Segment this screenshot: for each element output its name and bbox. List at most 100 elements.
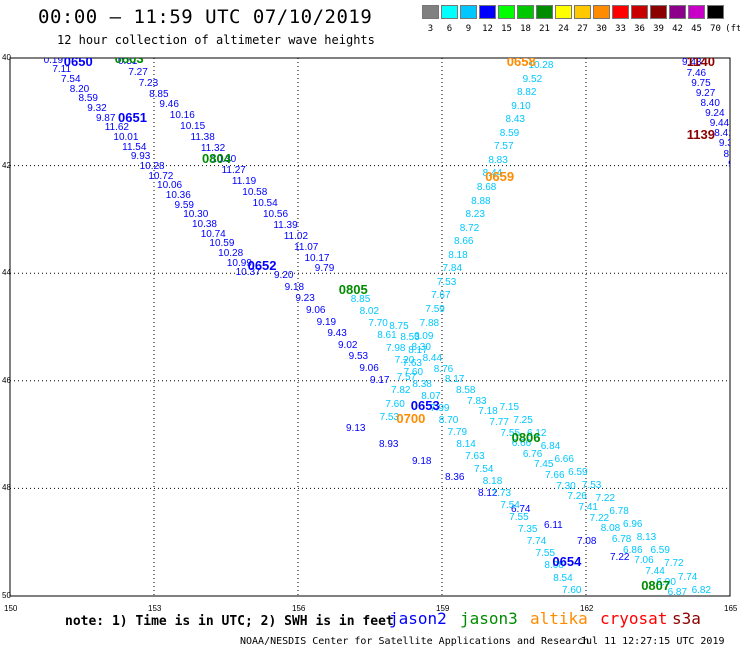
- wave-height-label-altika: 7.84: [442, 263, 463, 275]
- legend-bin-label: 36: [634, 24, 645, 34]
- wave-height-label-altika: 8.44: [482, 168, 503, 180]
- wave-height-label-jason2: 9.06: [359, 363, 379, 375]
- wave-height-label-jason3: 6.84: [540, 440, 561, 452]
- wave-height-label-cryosat: 8.40: [700, 97, 720, 109]
- wave-height-label-altika: 7.82: [391, 385, 411, 397]
- pass-time-tag: 0658: [506, 58, 536, 69]
- legend-bin-label: 6: [446, 24, 453, 34]
- pass-time-tag: 0700: [396, 411, 426, 427]
- wave-height-label-altika: 6.09: [413, 331, 434, 343]
- wave-height-label-jason3: 7.22: [589, 512, 610, 524]
- wave-height-label-jason2: 9.06: [306, 304, 326, 316]
- wave-height-label-jason3: 7.55: [535, 548, 556, 560]
- wave-height-label-altika: 7.53: [379, 412, 400, 424]
- legend-bin-label: 18: [520, 24, 531, 34]
- wave-height-label-cryosat: 7.46: [686, 67, 707, 79]
- wave-height-label-jason3: 6.87: [667, 587, 688, 596]
- wave-height-label-cryosat: 9.43: [682, 58, 702, 69]
- wave-height-label-jason3: 6.59: [650, 545, 670, 557]
- wave-height-label-jason2: 8.36: [445, 471, 465, 483]
- wave-height-label-jason2: 8.59: [78, 93, 98, 105]
- wave-height-label-altika: 7.63: [402, 358, 422, 370]
- wave-height-label-jason3: 7.83: [467, 395, 487, 407]
- wave-height-label-jason3: 7.22: [595, 493, 616, 505]
- y-tick-label: 44: [2, 268, 11, 278]
- legend-bin-label: 27: [577, 24, 588, 34]
- wave-height-label-jason2: 11.19: [231, 175, 257, 187]
- wave-height-label-jason2: 9.19: [316, 316, 337, 328]
- wave-height-label-jason2: 7.22: [610, 552, 630, 564]
- wave-height-label-jason2: 7.11: [52, 64, 72, 76]
- wave-height-label-cryosat: 9.24: [705, 108, 725, 120]
- wave-height-label-jason2: 9.87: [95, 112, 116, 124]
- wave-height-label-altika: 8.83: [488, 154, 508, 166]
- x-tick-label: 156: [292, 604, 306, 613]
- wave-height-label-jason3: 7.45: [533, 459, 554, 471]
- satellite-key-cryosat: cryosat: [600, 609, 668, 628]
- y-tick-label: 42: [2, 160, 11, 170]
- pass-time-tag: 1140: [686, 58, 715, 69]
- y-tick-label: 40: [2, 53, 11, 62]
- legend-unit: (ft): [725, 24, 740, 34]
- wave-height-label-jason2: 11.02: [283, 230, 309, 242]
- wave-height-label-altika: 8.66: [454, 236, 474, 248]
- wave-height-label-jason3: 7.99: [430, 403, 450, 415]
- wave-height-label-jason2: 10.30: [183, 209, 209, 221]
- wave-height-label-altika: 8.68: [476, 182, 497, 194]
- wave-height-label-jason2: 10.01: [113, 131, 139, 143]
- wave-height-label-jason2: 8.12: [478, 487, 498, 499]
- wave-height-label-jason2: 9.79: [314, 263, 335, 275]
- wave-height-label-jason2: 7.54: [61, 74, 81, 85]
- wave-height-label-jason3: 8.18: [482, 475, 503, 487]
- x-tick-label: 162: [580, 604, 594, 613]
- wave-height-label-jason2: 9.93: [130, 151, 151, 163]
- wave-height-label-jason2: 10.72: [148, 170, 174, 182]
- wave-height-label-jason2: 9.53: [348, 351, 369, 363]
- wave-height-label-cryosat: 8.41: [714, 128, 730, 140]
- wave-height-label-jason2: 9.59: [174, 199, 194, 211]
- wave-height-label-jason3: 8.70: [438, 415, 459, 427]
- pass-time-tag: 0653: [410, 398, 440, 413]
- wave-height-label-jason3: 8.54: [553, 572, 573, 584]
- wave-height-label-jason2: 0.51: [118, 58, 138, 67]
- wave-height-label-altika: 8.43: [505, 114, 525, 126]
- wave-height-label-jason3: 8.17: [444, 374, 465, 386]
- wave-height-label-jason3: 8.53: [400, 331, 420, 343]
- wave-height-label-jason2: 9.32: [87, 102, 107, 114]
- pass-time-tag: 0651: [118, 110, 147, 126]
- legend-swatch: [707, 5, 724, 19]
- wave-height-label-altika: 9.10: [511, 100, 531, 112]
- wave-height-label-jason3: 8.58: [456, 384, 476, 396]
- wave-height-label-jason2: 6.74: [511, 503, 531, 515]
- legend-swatch: [498, 5, 515, 19]
- wave-height-label-jason3: 6.82: [691, 584, 712, 596]
- satellite-key-jason3: jason3: [460, 609, 518, 628]
- wave-height-label-altika: 7.88: [419, 317, 440, 329]
- x-tick-label: 153: [148, 604, 162, 613]
- legend-swatch: [593, 5, 610, 19]
- x-tick-label: 159: [436, 604, 450, 613]
- legend-swatch: [574, 5, 591, 19]
- wave-height-label-jason3: 7.55: [509, 511, 529, 523]
- legend-bin-label: 39: [653, 24, 664, 34]
- wave-height-label-jason2: 10.06: [157, 180, 183, 192]
- legend-bin-label: 30: [596, 24, 607, 34]
- wave-height-label-jason3: 7.60: [562, 584, 582, 596]
- legend-bin-label: 33: [615, 24, 626, 34]
- wave-height-label-jason2: 10.59: [209, 238, 235, 250]
- wave-height-label-jason3: 8.75: [389, 321, 409, 332]
- wave-height-label-jason3: 8.08: [600, 523, 621, 535]
- wave-height-label-jason2: 11.54: [122, 141, 147, 153]
- plot-frame: [9, 57, 731, 597]
- wave-height-label-jason3: 7.74: [677, 571, 698, 583]
- legend-bin-label: 45: [691, 24, 702, 34]
- wave-height-label-altika: 8.88: [471, 195, 491, 207]
- wave-height-label-altika: 7.57: [494, 141, 514, 153]
- wave-height-label-jason3: 7.53: [581, 480, 602, 492]
- wave-height-label-jason3: 8.14: [456, 439, 476, 451]
- wave-height-label-jason2: 10.56: [263, 208, 289, 220]
- wave-height-label-jason3: 7.55: [500, 427, 521, 439]
- wave-height-label-jason3: 8.44: [422, 352, 443, 364]
- y-tick-label: 50: [2, 591, 11, 600]
